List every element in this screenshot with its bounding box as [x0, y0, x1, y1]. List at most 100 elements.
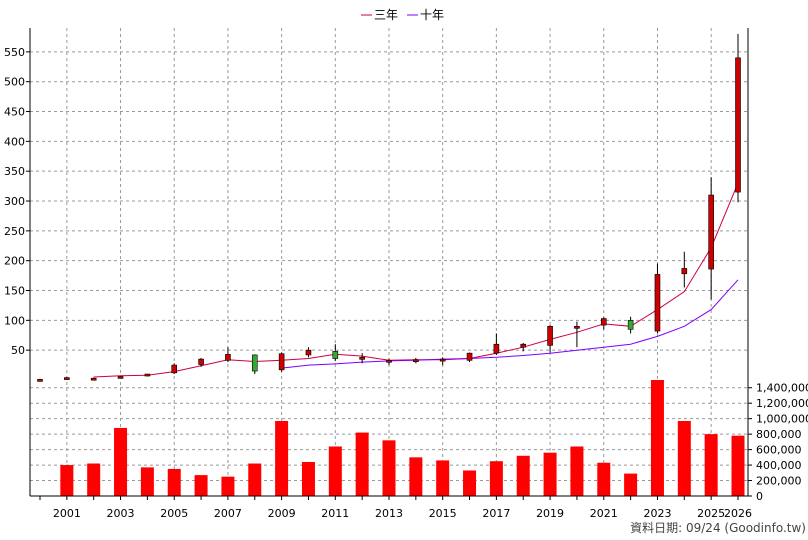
- price-tick-label: 50: [11, 344, 25, 357]
- price-tick-label: 500: [4, 76, 25, 89]
- volume-bar: [275, 420, 289, 496]
- x-tick-label: 2005: [160, 507, 188, 520]
- candle-body: [144, 373, 151, 377]
- volume-tick-label: 1,400,000: [756, 382, 808, 395]
- x-tick-label: 2025: [697, 507, 725, 520]
- volume-bar: [677, 420, 691, 496]
- candle-body: [520, 343, 527, 348]
- ma-line-three-year: [93, 182, 739, 378]
- volume-bar: [516, 455, 530, 496]
- price-tick-label: 550: [4, 46, 25, 59]
- volume-bar: [624, 473, 638, 496]
- volume-tick-label: 0: [756, 490, 763, 503]
- volume-bar: [543, 452, 557, 496]
- candle-body: [359, 357, 365, 360]
- candle-body: [332, 351, 339, 359]
- x-tick-label: 2003: [107, 507, 135, 520]
- candle-body: [64, 377, 70, 380]
- candlesticks: [37, 33, 741, 382]
- volume-bar: [194, 475, 208, 496]
- ma-line-ten-year: [281, 279, 739, 369]
- price-axis: 50 100 150 200 250 300 350 400 450 500 550: [4, 28, 31, 496]
- price-tick-label: 200: [4, 255, 25, 268]
- x-tick-label: 2009: [268, 507, 296, 520]
- price-tick-label: 350: [4, 165, 25, 178]
- volume-bar: [436, 460, 450, 496]
- candle-body: [90, 377, 97, 381]
- volume-bar: [570, 446, 584, 496]
- price-tick-label: 300: [4, 195, 25, 208]
- volume-tick-label: 400,000: [756, 459, 802, 472]
- volume-bar: [167, 468, 181, 496]
- candle-body: [305, 349, 312, 356]
- candle-body: [627, 320, 634, 330]
- candle-body: [386, 360, 392, 363]
- candle-body: [600, 318, 607, 326]
- volume-bar: [409, 457, 423, 496]
- volume-bar: [650, 380, 664, 496]
- volume-bar: [221, 476, 235, 496]
- candle-body: [466, 352, 473, 361]
- candle-body: [117, 376, 124, 379]
- volume-bars: [60, 380, 745, 496]
- candle-body: [547, 326, 553, 346]
- candle-body: [198, 358, 204, 365]
- volume-bar: [60, 465, 74, 496]
- volume-bar: [114, 427, 128, 496]
- volume-bar: [355, 432, 369, 496]
- volume-tick-label: 800,000: [756, 428, 802, 441]
- candle-body: [493, 343, 500, 354]
- volume-tick-label: 1,000,000: [756, 413, 808, 426]
- volume-bar: [704, 434, 718, 496]
- volume-axis: 0 200,000 400,000 600,000 800,000 1,000,000 1,…: [747, 28, 808, 503]
- x-tick-label: 2015: [429, 507, 457, 520]
- candle-body: [735, 57, 741, 193]
- volume-tick-label: 200,000: [756, 475, 802, 488]
- x-tick-label: 2001: [53, 507, 81, 520]
- candle-body: [37, 379, 43, 382]
- volume-bar: [301, 461, 315, 496]
- volume-bar: [140, 467, 154, 496]
- volume-bar: [489, 461, 503, 496]
- candle-body: [225, 354, 231, 361]
- volume-bar: [248, 463, 262, 496]
- candle-body: [681, 268, 688, 275]
- price-tick-label: 400: [4, 135, 25, 148]
- x-tick-label: 2023: [643, 507, 671, 520]
- candle-body: [439, 358, 446, 362]
- price-tick-label: 100: [4, 314, 25, 327]
- x-tick-label: 2021: [590, 507, 618, 520]
- legend-label-three-year: 三年: [374, 8, 398, 22]
- volume-tick-label: 1,200,000: [756, 397, 808, 410]
- candle-body: [708, 194, 714, 270]
- volume-bar: [87, 463, 101, 496]
- price-tick-label: 150: [4, 285, 25, 298]
- price-grid: [30, 28, 748, 496]
- volume-bar: [328, 446, 342, 496]
- price-tick-label: 250: [4, 225, 25, 238]
- x-tick-label: 2007: [214, 507, 242, 520]
- x-tick-label: 2011: [321, 507, 349, 520]
- candle-body: [574, 326, 580, 329]
- legend-label-ten-year: 十年: [420, 8, 444, 22]
- moving-average-lines: [93, 182, 739, 378]
- volume-bar: [382, 440, 396, 496]
- data-date-footer: 資料日期: 09/24 (Goodinfo.tw): [630, 521, 806, 535]
- candle-body: [278, 353, 285, 371]
- volume-tick-label: 600,000: [756, 444, 802, 457]
- volume-bar: [731, 435, 745, 496]
- volume-bar: [597, 462, 611, 496]
- x-tick-label: 2013: [375, 507, 403, 520]
- candle-body: [413, 359, 419, 363]
- volume-bar: [463, 470, 477, 496]
- legend: 三年 十年: [361, 8, 444, 22]
- candle-body: [654, 274, 661, 332]
- x-axis: 2001 2003 2005 2007 2009 2011 2013 2015 2017 2019…: [30, 495, 752, 520]
- x-tick-label: 2026: [724, 507, 752, 520]
- candle-body: [251, 354, 258, 372]
- price-tick-label: 450: [4, 106, 25, 119]
- candle-body: [171, 364, 178, 374]
- x-tick-label: 2019: [536, 507, 564, 520]
- x-tick-label: 2017: [482, 507, 510, 520]
